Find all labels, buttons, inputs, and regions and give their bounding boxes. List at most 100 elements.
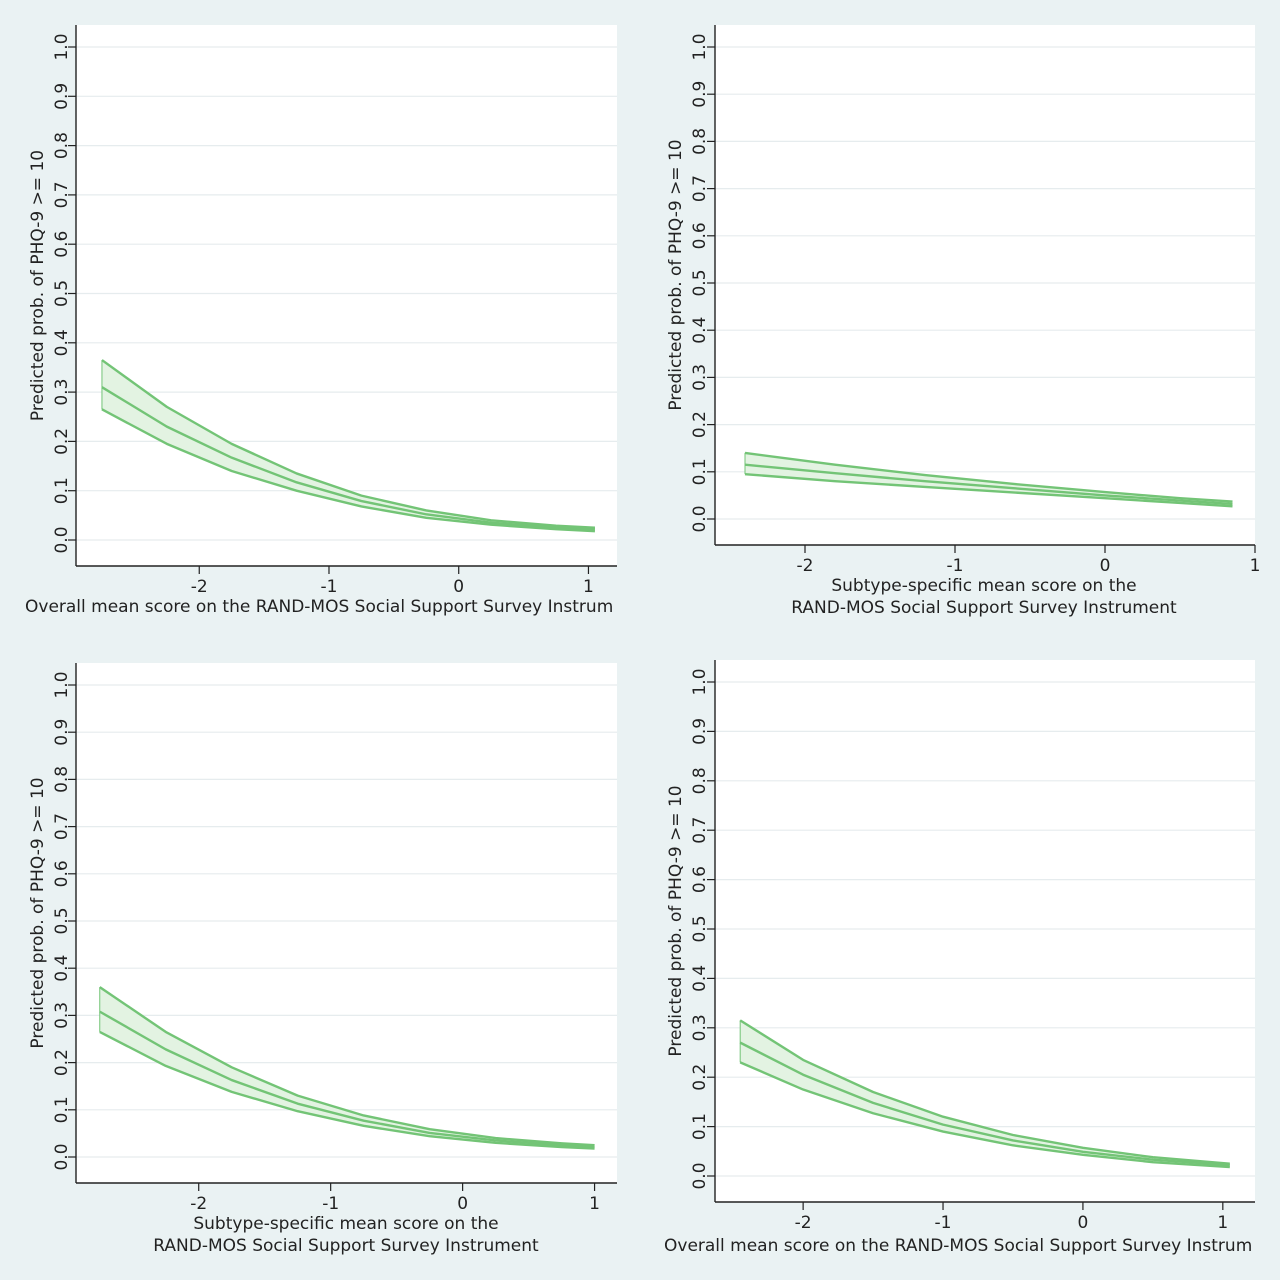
y-tick-label: 1.0: [690, 668, 710, 695]
y-tick-label: 0.1: [52, 477, 72, 504]
estimate-line: [101, 386, 596, 531]
x-axis-title: Overall mean score on the RAND-MOS Socia…: [664, 1236, 1252, 1256]
y-axis-title: Predicted prob. of PHQ-9 >= 10: [666, 139, 686, 410]
y-gridlines: [715, 681, 1255, 1177]
y-tick-label: 0.4: [52, 329, 72, 356]
lower-ci-line: [744, 472, 1233, 508]
upper-ci-line: [101, 359, 596, 529]
y-tick-label: 0.3: [52, 1002, 72, 1029]
y-tick-label: 0.2: [690, 1064, 710, 1091]
y-tick-label: 0.7: [52, 181, 72, 208]
x-tick-label: -2: [795, 1213, 812, 1233]
y-tick-label: 0.8: [690, 128, 710, 155]
x-tick-label: 1: [1217, 1213, 1228, 1233]
plot-area: [76, 25, 617, 566]
plot-area: [715, 660, 1255, 1202]
x-axis-title: Subtype-specific mean score on the: [831, 576, 1136, 596]
y-tick-label: 0.7: [52, 813, 72, 840]
y-tick-label: 0.9: [690, 81, 710, 108]
x-tick-label: -1: [947, 556, 964, 576]
y-gridlines: [715, 46, 1255, 520]
lower-ci-line: [739, 1061, 1230, 1169]
y-tick-label: 1.0: [690, 33, 710, 60]
y-tick-label: 1.0: [52, 33, 72, 60]
chart-svg: 0.0 0.1 0.2 0.3 0.4 0.5 0.6 0.7 0.8 0.9 1.0 -2 -1 0 1 P…: [640, 640, 1280, 1280]
plot-area: [76, 663, 617, 1183]
y-axis-ticks: 0.0 0.1 0.2 0.3 0.4 0.5 0.6 0.7 0.8 0.9 1.0: [690, 668, 715, 1190]
x-tick-label: -1: [321, 577, 338, 597]
y-tick-label: 0.7: [690, 175, 710, 202]
y-tick-label: 0.4: [690, 965, 710, 992]
chart-svg: 0.0 0.1 0.2 0.3 0.4 0.5 0.6 0.7 0.8 0.9 1.0 -2 -1 0 1 P…: [0, 640, 640, 1280]
y-tick-label: 0.1: [52, 1096, 72, 1123]
y-axis-title: Predicted prob. of PHQ-9 >= 10: [28, 777, 48, 1048]
y-tick-label: 0.2: [52, 428, 72, 455]
x-axis-title: Subtype-specific mean score on the: [193, 1214, 498, 1234]
chart-panel-top-right: 0.0 0.1 0.2 0.3 0.4 0.5 0.6 0.7 0.8 0.9 1.0 -2 -1 0 1 P…: [640, 0, 1280, 640]
y-tick-label: 0.6: [690, 222, 710, 249]
chart-panel-bottom-right: 0.0 0.1 0.2 0.3 0.4 0.5 0.6 0.7 0.8 0.9 1.0 -2 -1 0 1 P…: [640, 640, 1280, 1280]
upper-ci-line: [99, 986, 595, 1147]
x-tick-label: 1: [589, 1194, 600, 1214]
chart-svg: 0.0 0.1 0.2 0.3 0.4 0.5 0.6 0.7 0.8 0.9 1.0 -2 -1 0 1 P…: [640, 0, 1280, 640]
y-tick-label: 1.0: [52, 671, 72, 698]
y-tick-label: 0.6: [690, 866, 710, 893]
y-tick-label: 0.4: [52, 955, 72, 982]
y-tick-label: 0.9: [690, 718, 710, 745]
x-tick-label: -2: [191, 577, 208, 597]
x-axis-ticks: -2 -1 0 1: [190, 1183, 600, 1214]
x-axis-title: Overall mean score on the RAND-MOS Socia…: [25, 597, 613, 617]
x-tick-label: -1: [322, 1194, 339, 1214]
x-tick-label: -1: [935, 1213, 952, 1233]
lower-ci-line: [101, 408, 596, 533]
x-axis-ticks: -2 -1 0 1: [797, 545, 1261, 576]
chart-svg: 0.0 0.1 0.2 0.3 0.4 0.5 0.6 0.7 0.8 0.9 1.0 -2 -1 0 1 P…: [0, 0, 640, 640]
y-axis-ticks: 0.0 0.1 0.2 0.3 0.4 0.5 0.6 0.7 0.8 0.9 1.0: [690, 33, 715, 533]
y-tick-label: 0.2: [690, 411, 710, 438]
y-tick-label: 0.5: [52, 907, 72, 934]
x-tick-label: 0: [453, 577, 464, 597]
x-tick-label: 1: [1250, 556, 1261, 576]
y-tick-label: 0.1: [690, 1113, 710, 1140]
y-tick-label: 0.6: [52, 231, 72, 258]
y-tick-label: 0.3: [52, 379, 72, 406]
upper-ci-line: [739, 1019, 1230, 1165]
y-tick-label: 0.1: [690, 458, 710, 485]
y-tick-label: 0.5: [690, 269, 710, 296]
y-tick-label: 0.0: [690, 505, 710, 532]
y-tick-label: 0.8: [690, 767, 710, 794]
y-tick-label: 0.9: [52, 83, 72, 110]
y-tick-label: 0.7: [690, 817, 710, 844]
lower-ci-line: [99, 1030, 595, 1150]
x-axis-ticks: -2 -1 0 1: [795, 1202, 1228, 1233]
plot-area: [715, 25, 1255, 545]
y-tick-label: 0.8: [52, 132, 72, 159]
y-tick-label: 0.8: [52, 766, 72, 793]
y-axis-title: Predicted prob. of PHQ-9 >= 10: [666, 785, 686, 1056]
y-tick-label: 0.6: [52, 860, 72, 887]
y-tick-label: 0.3: [690, 1014, 710, 1041]
y-tick-label: 0.0: [690, 1162, 710, 1189]
y-tick-label: 0.0: [52, 526, 72, 553]
upper-ci-line: [744, 451, 1233, 503]
y-tick-label: 0.2: [52, 1049, 72, 1076]
chart-panel-bottom-left: 0.0 0.1 0.2 0.3 0.4 0.5 0.6 0.7 0.8 0.9 1.0 -2 -1 0 1 P…: [0, 640, 640, 1280]
y-tick-label: 0.5: [690, 915, 710, 942]
y-axis-ticks: 0.0 0.1 0.2 0.3 0.4 0.5 0.6 0.7 0.8 0.9 1.0: [52, 33, 76, 554]
y-tick-label: 0.4: [690, 317, 710, 344]
estimate-line: [739, 1041, 1230, 1167]
y-axis-title: Predicted prob. of PHQ-9 >= 10: [28, 150, 48, 421]
y-tick-label: 0.0: [52, 1143, 72, 1170]
x-axis-title: RAND-MOS Social Support Survey Instrumen…: [153, 1236, 539, 1256]
x-tick-label: 0: [457, 1194, 468, 1214]
estimate-line: [744, 463, 1233, 506]
x-tick-label: 0: [1078, 1213, 1089, 1233]
y-axis-ticks: 0.0 0.1 0.2 0.3 0.4 0.5 0.6 0.7 0.8 0.9 1.0: [52, 671, 76, 1171]
y-tick-label: 0.5: [52, 280, 72, 307]
x-tick-label: -2: [797, 556, 814, 576]
x-axis-ticks: -2 -1 0 1: [191, 566, 594, 597]
x-tick-label: -2: [190, 1194, 207, 1214]
x-tick-label: 0: [1100, 556, 1111, 576]
y-tick-label: 0.3: [690, 364, 710, 391]
